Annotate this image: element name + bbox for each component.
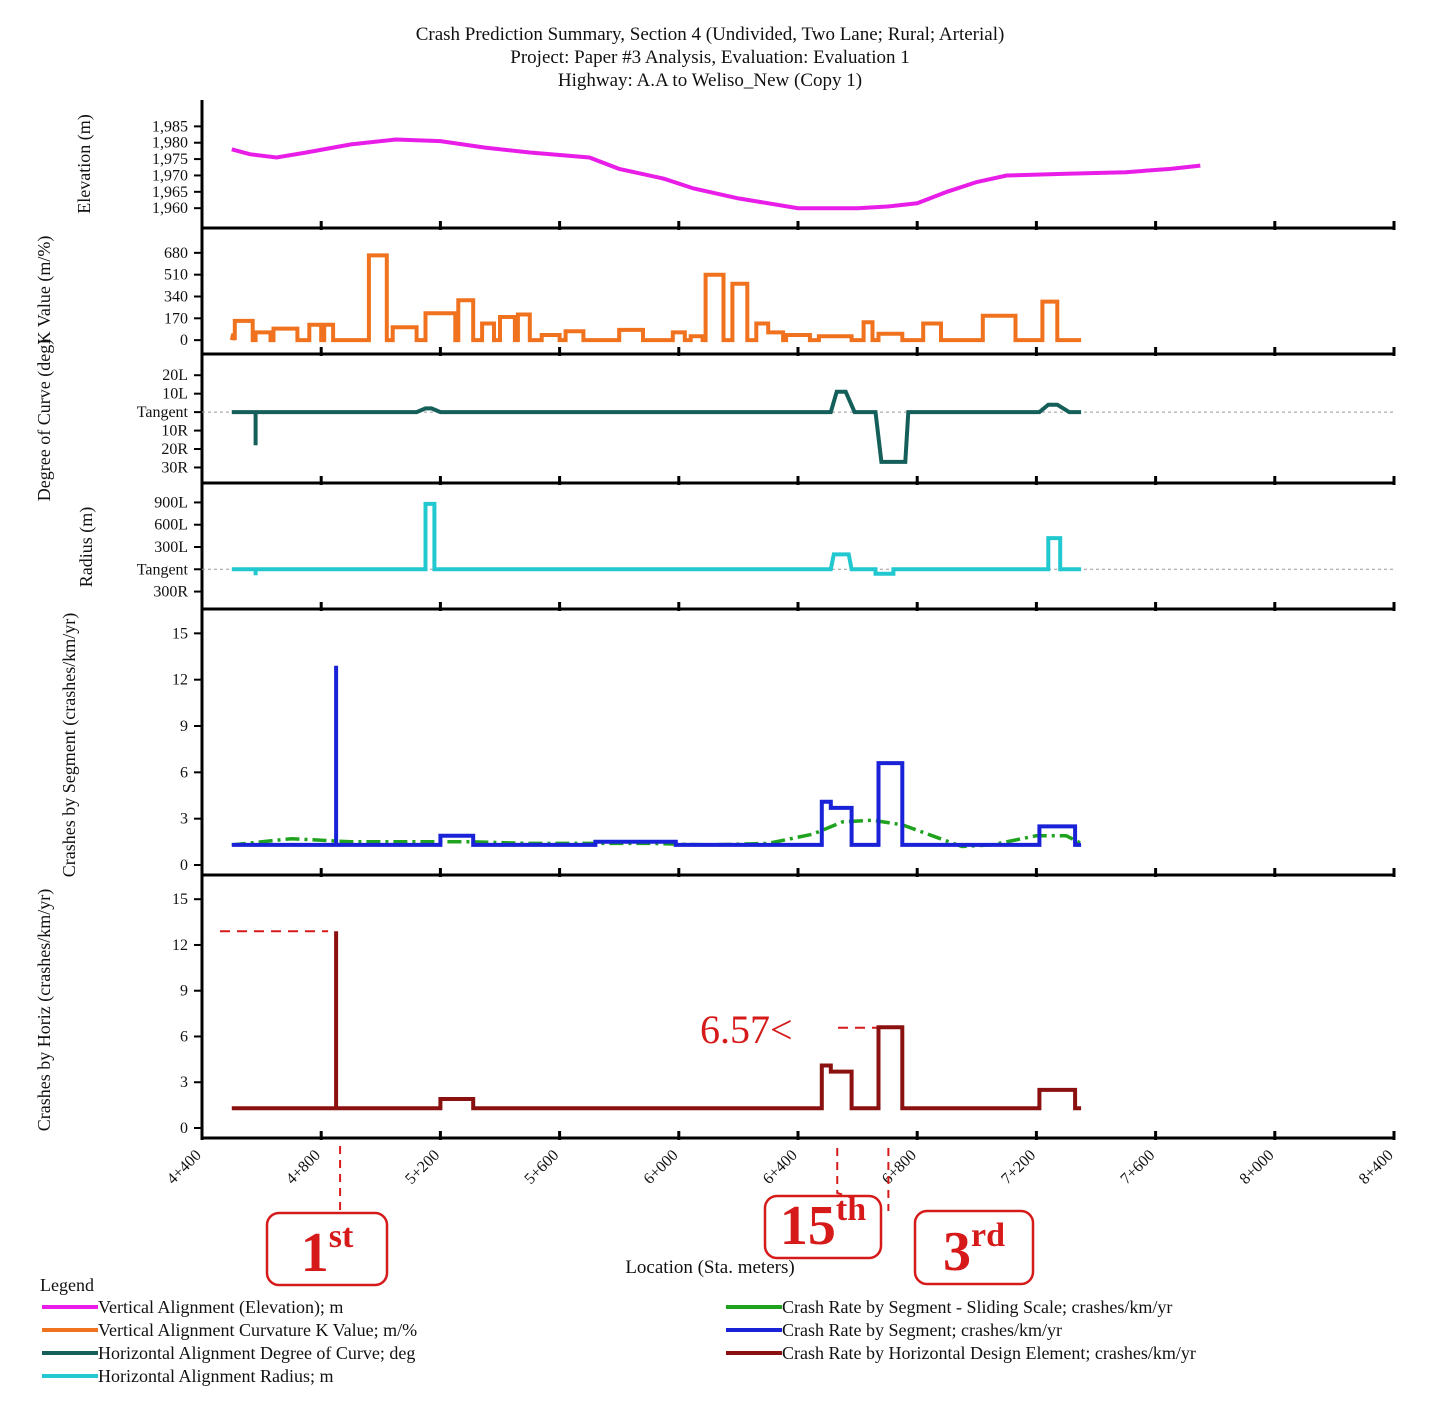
panel-degree-y-label: Degree of Curve (deg)	[34, 339, 55, 501]
panel-horiz-y-tick-label: 6	[180, 1028, 188, 1045]
panel-segment-y-tick-label: 15	[172, 625, 188, 642]
x-tick-label: 8+000	[1237, 1147, 1278, 1188]
panel-kvalue-y-tick-label: 510	[164, 267, 188, 284]
series-degree-line	[231, 389, 1082, 464]
series-segment-line	[231, 665, 1082, 847]
series-radius-line	[231, 501, 1082, 576]
x-tick-label: 4+400	[164, 1147, 205, 1188]
x-tick-label: 6+400	[760, 1147, 801, 1188]
panel-kvalue-y-label: K Value (m/%)	[34, 236, 55, 345]
value-annotation: 6.57<	[700, 1007, 793, 1052]
panel-kvalue-y-tick-label: 170	[164, 310, 188, 327]
panel-segment-y-label: Crashes by Segment (crashes/km/yr)	[59, 613, 80, 877]
x-tick-label: 8+400	[1356, 1147, 1397, 1188]
panel-segment-y-tick-label: 12	[172, 672, 188, 689]
panel-degree-y-tick-label: Tangent	[137, 404, 189, 421]
rank-3rd-number: 3	[943, 1221, 971, 1283]
x-tick-label: 5+600	[521, 1147, 562, 1188]
x-tick-label: 7+200	[998, 1147, 1039, 1188]
rank-1st-number: 1	[301, 1222, 329, 1284]
rank-1st-suffix: st	[329, 1218, 354, 1255]
legend-item-segment: Crash Rate by Segment; crashes/km/yr	[782, 1320, 1062, 1340]
rank-3rd-text: 3rd	[943, 1217, 1005, 1283]
title-line-1: Crash Prediction Summary, Section 4 (Und…	[416, 24, 1005, 45]
rank-1st-box	[265, 1211, 389, 1287]
legend-item-radius: Horizontal Alignment Radius; m	[98, 1366, 333, 1386]
series-elevation-line	[231, 137, 1201, 211]
panel-horiz-y-tick-label: 12	[172, 937, 188, 954]
legend-item-degree: Horizontal Alignment Degree of Curve; de…	[98, 1343, 415, 1363]
rank-15th: 15th	[763, 1191, 883, 1260]
panel-elevation-y-tick-label: 1,975	[152, 151, 188, 168]
rank-1st-text: 1st	[301, 1218, 354, 1284]
panel-degree-y-tick-label: 30R	[161, 459, 188, 476]
panel-elevation-y-tick-label: 1,985	[152, 118, 188, 135]
panel-horiz: 15 12 9 6 3 0 Crashes by Horiz (crashes/km/yr)	[34, 877, 1396, 1140]
panel-radius-y-tick-label: 600L	[154, 517, 188, 534]
panel-elevation-y-tick-label: 1,970	[152, 167, 188, 184]
rank-3rd: 3rd	[913, 1209, 1035, 1286]
panel-horiz-y-tick-label: 9	[180, 983, 188, 1000]
rank-15th-text: 15th	[780, 1191, 866, 1257]
panel-segment: 15 12 9 6 3 0 Crashes by Segment (crashes/km/y…	[59, 611, 1396, 877]
title-line-3: Highway: A.A to Weliso_New (Copy 1)	[558, 70, 862, 91]
panel-elevation-y-tick-label: 1,965	[152, 184, 188, 201]
series-kvalue-line	[229, 253, 1082, 343]
rank-3rd-suffix: rd	[971, 1217, 1005, 1254]
rank-3rd-box	[913, 1209, 1035, 1286]
x-tick-label: 7+600	[1117, 1147, 1158, 1188]
x-axis-label: Location (Sta. meters)	[625, 1257, 794, 1278]
x-tick-label: 5+200	[402, 1147, 443, 1188]
x-tick-label: 4+800	[283, 1147, 324, 1188]
legend-item-elevation: Vertical Alignment (Elevation); m	[98, 1297, 343, 1318]
panel-radius: 900L 600L 300L Tangent 300R Radius (m)	[76, 485, 1396, 611]
panel-radius-y-tick-label: 300R	[153, 584, 188, 601]
x-tick-label: 6+000	[641, 1147, 682, 1188]
panel-elevation-y-tick-label: 1,980	[152, 135, 188, 152]
panel-elevation-y-tick-label: 1,960	[152, 200, 188, 217]
panel-radius-y-tick-label: 900L	[154, 494, 188, 511]
panel-degree-y-tick-label: 10L	[162, 386, 188, 403]
legend-title: Legend	[40, 1275, 94, 1295]
panel-radius-y-label: Radius (m)	[76, 507, 97, 588]
rank-15th-suffix: th	[836, 1191, 866, 1228]
panel-elevation-y-label: Elevation (m)	[74, 114, 95, 213]
value-annotation-arrow: <	[770, 1007, 793, 1052]
panel-horiz-y-tick-label: 15	[172, 891, 188, 908]
chart-titles: Crash Prediction Summary, Section 4 (Und…	[416, 24, 1005, 91]
panel-degree-y-tick-label: 20L	[162, 367, 188, 384]
panel-horiz-y-tick-label: 0	[180, 1120, 188, 1137]
rank-1st: 1st	[265, 1211, 389, 1287]
rank-15th-number: 15	[780, 1195, 836, 1257]
panel-radius-y-tick-label: Tangent	[137, 561, 189, 578]
panel-kvalue-y-tick-label: 0	[180, 332, 188, 349]
panel-degree-y-tick-label: 10R	[161, 423, 188, 440]
value-annotation-number: 6.57	[700, 1007, 770, 1052]
legend-item-sliding: Crash Rate by Segment - Sliding Scale; c…	[782, 1297, 1172, 1317]
legend-item-kvalue: Vertical Alignment Curvature K Value; m/…	[98, 1320, 417, 1340]
panel-horiz-y-tick-label: 3	[180, 1074, 188, 1091]
panel-kvalue-y-tick-label: 680	[164, 245, 188, 262]
x-axis: 4+400 4+800 5+200 5+600 6+000 6+400 6+800 7+200…	[164, 1147, 1397, 1188]
rank-15th-box	[763, 1194, 883, 1260]
panel-segment-y-tick-label: 6	[180, 764, 188, 781]
x-tick-label: 6+800	[879, 1147, 920, 1188]
legend: Legend Vertical Alignment (Elevation); m…	[40, 1275, 1196, 1386]
panel-horiz-y-label: Crashes by Horiz (crashes/km/yr)	[34, 889, 55, 1131]
panel-segment-y-tick-label: 3	[180, 811, 188, 828]
legend-item-horiz: Crash Rate by Horizontal Design Element;…	[782, 1343, 1196, 1363]
panel-kvalue-y-tick-label: 340	[164, 288, 188, 305]
panel-degree-y-tick-label: 20R	[161, 441, 188, 458]
panel-kvalue: 680 510 340 170 0 K Value (m/%)	[34, 230, 1396, 356]
title-line-2: Project: Paper #3 Analysis, Evaluation: …	[510, 47, 909, 68]
panel-segment-y-tick-label: 9	[180, 718, 188, 735]
series-horiz-line	[231, 931, 1082, 1111]
panel-radius-y-tick-label: 300L	[154, 539, 188, 556]
panel-segment-y-tick-label: 0	[180, 857, 188, 874]
